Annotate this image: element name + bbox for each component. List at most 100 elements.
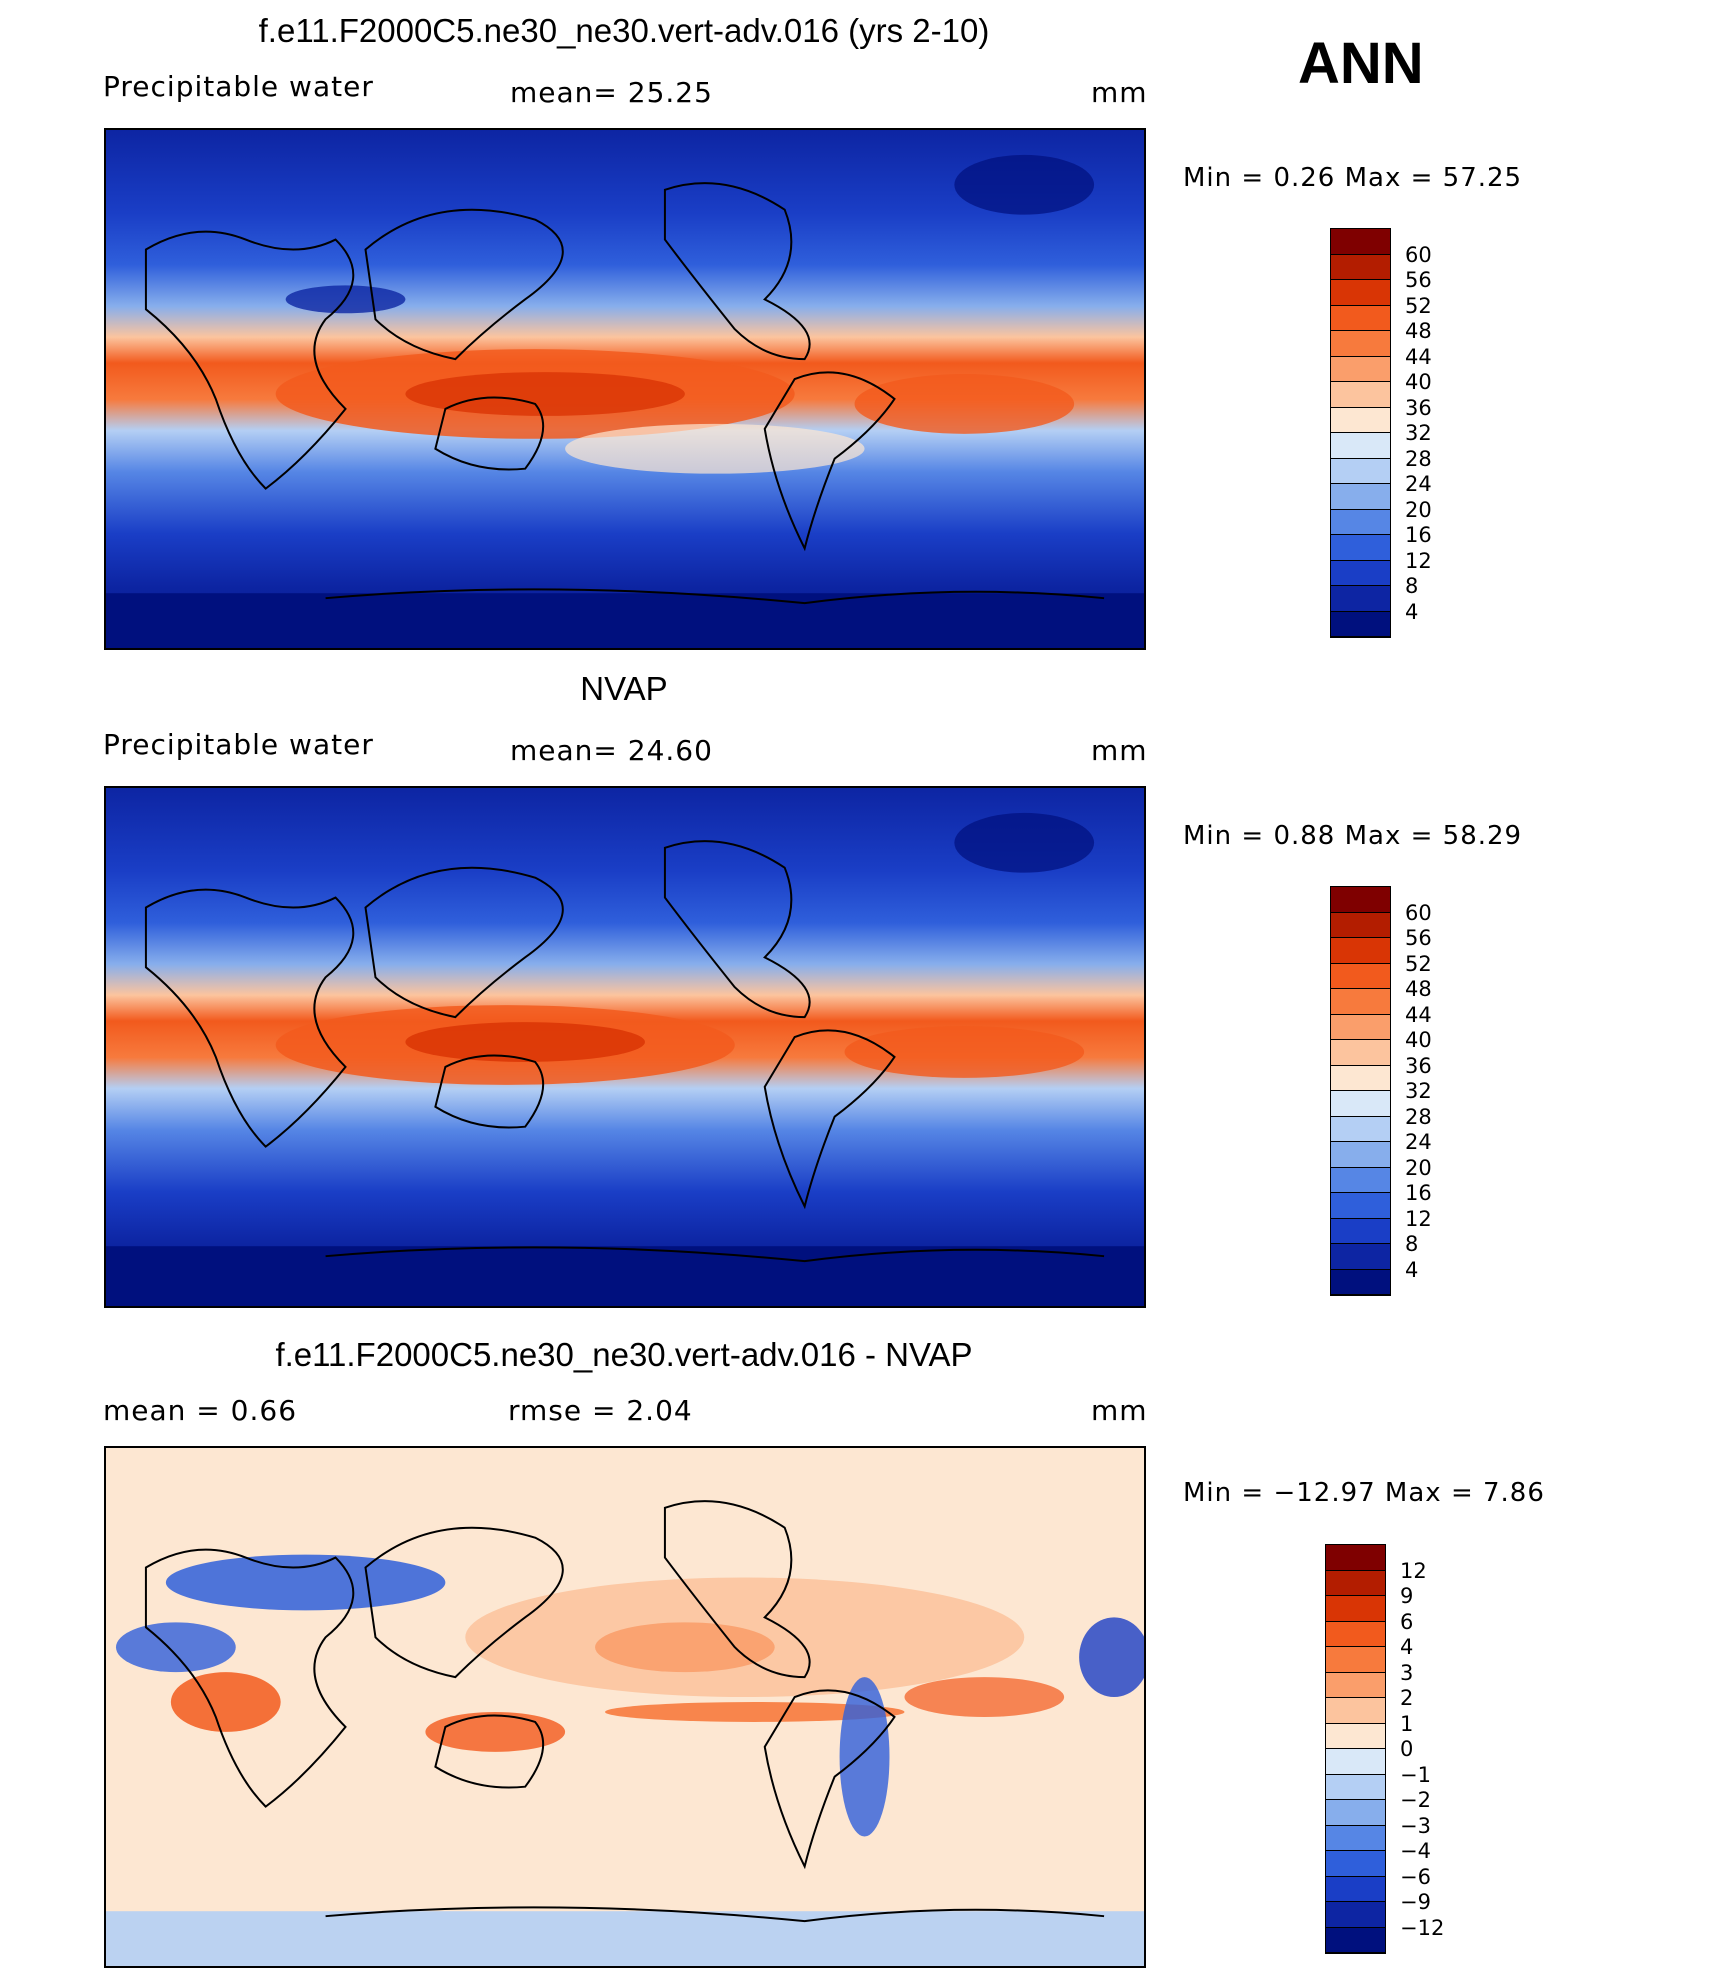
colorbar-swatch <box>1331 912 1390 938</box>
colorbar-tick-label: 28 <box>1405 446 1432 471</box>
difference-map <box>104 1446 1146 1968</box>
colorbar-swatch <box>1331 1142 1390 1168</box>
colorbar-swatch <box>1331 1040 1390 1066</box>
colorbar-swatch <box>1331 458 1390 484</box>
panel-title: f.e11.F2000C5.ne30_ne30.vert-adv.016 (yr… <box>258 12 990 49</box>
colorbar-tick-label: 32 <box>1405 1079 1432 1103</box>
colorbar-swatch <box>1331 938 1390 964</box>
colorbar-swatch <box>1331 1065 1390 1091</box>
colorbar-swatch <box>1326 1851 1385 1877</box>
colorbar-swatch <box>1331 382 1390 408</box>
colorbar-tick-label: 4 <box>1400 1635 1414 1659</box>
precip-water-map <box>104 128 1146 650</box>
colorbar-tick-label: 3 <box>1400 1660 1414 1685</box>
colorbar-tick-label: 60 <box>1405 242 1432 267</box>
colorbar-swatch <box>1331 586 1390 612</box>
coastlines <box>144 840 1105 1263</box>
colorbar-tick-label: −2 <box>1400 1788 1431 1812</box>
colorbar-tick-label: 56 <box>1405 926 1432 950</box>
colorbar-tick-label: 0 <box>1400 1737 1414 1761</box>
colorbar-tick-label: 16 <box>1405 1181 1432 1205</box>
colorbar-swatch <box>1331 989 1390 1015</box>
minmax-label: Min = −12.97 Max = 7.86 <box>1183 1478 1545 1508</box>
colorbar-tick-label: −1 <box>1400 1762 1431 1787</box>
colorbar-tick-label: 8 <box>1405 574 1419 598</box>
colorbar: 12 9 6 4 3 2 1 0 −1 −2 −3 −4 −6 −9 −12 <box>1325 1544 1450 1956</box>
colorbar-tick-label: 4 <box>1405 1257 1419 1282</box>
colorbar-tick-label: 60 <box>1405 900 1432 925</box>
colorbar-swatch <box>1326 1647 1385 1673</box>
colorbar-tick-label: 12 <box>1400 1558 1427 1583</box>
colorbar-swatch <box>1326 1902 1385 1928</box>
colorbar: 60 56 52 48 44 40 36 32 28 24 20 16 12 8 4 <box>1330 886 1450 1298</box>
colorbar-tick-label: 36 <box>1405 1053 1432 1078</box>
mean-label: mean= 24.60 <box>510 734 713 767</box>
variable-label: Precipitable water <box>103 70 374 103</box>
colorbar-tick-label: 24 <box>1405 1130 1432 1154</box>
colorbar-tick-label: 52 <box>1405 293 1432 318</box>
colorbar-swatch <box>1331 535 1390 561</box>
colorbar-tick-label: 52 <box>1405 951 1432 976</box>
colorbar-tick-label: 48 <box>1405 319 1432 343</box>
units-label: mm <box>1091 1394 1148 1427</box>
colorbar-swatch <box>1331 254 1390 280</box>
colorbar-tick-label: −6 <box>1400 1864 1431 1889</box>
colorbar-swatch <box>1326 1825 1385 1851</box>
mean-label: mean = 0.66 <box>103 1394 298 1427</box>
colorbar-swatch <box>1331 1244 1390 1270</box>
colorbar-tick-label: 20 <box>1405 497 1432 522</box>
colorbar-swatch <box>1331 484 1390 510</box>
colorbar-swatch <box>1326 1927 1385 1953</box>
minmax-label: Min = 0.26 Max = 57.25 <box>1183 163 1523 193</box>
colorbar-tick-label: −9 <box>1400 1890 1431 1914</box>
colorbar-tick-label: −3 <box>1400 1813 1431 1838</box>
colorbar-tick-label: 40 <box>1405 370 1432 394</box>
coastlines <box>144 182 1105 605</box>
colorbar-swatch <box>1326 1596 1385 1622</box>
coastlines <box>144 1500 1105 1923</box>
colorbar-tick-label: 32 <box>1405 421 1432 445</box>
colorbar-swatch <box>1331 433 1390 459</box>
colorbar-swatch <box>1331 229 1390 255</box>
colorbar-swatch <box>1326 1800 1385 1826</box>
colorbar-swatch <box>1326 1698 1385 1724</box>
colorbar-swatches <box>1325 1544 1386 1954</box>
colorbar-swatch <box>1331 331 1390 357</box>
colorbar-swatch <box>1326 1749 1385 1775</box>
colorbar-swatch <box>1331 963 1390 989</box>
colorbar-tick-label: 12 <box>1405 1206 1432 1231</box>
colorbar-swatch <box>1326 1672 1385 1698</box>
colorbar-swatch <box>1331 1218 1390 1244</box>
colorbar-swatches <box>1330 886 1391 1296</box>
colorbar-tick-label: 4 <box>1405 599 1419 624</box>
panel-title: f.e11.F2000C5.ne30_ne30.vert-adv.016 - N… <box>275 1336 973 1373</box>
colorbar-swatch <box>1331 560 1390 586</box>
colorbar-swatch <box>1331 1167 1390 1193</box>
colorbar-swatch <box>1331 1091 1390 1117</box>
season-label: ANN <box>1298 31 1424 96</box>
colorbar-swatch <box>1331 356 1390 382</box>
colorbar-swatch <box>1331 1116 1390 1142</box>
colorbar-swatch <box>1326 1876 1385 1902</box>
colorbar-tick-label: 12 <box>1405 548 1432 573</box>
units-label: mm <box>1091 76 1148 109</box>
mean-label: mean= 25.25 <box>510 76 713 109</box>
colorbar-tick-label: 8 <box>1405 1232 1419 1256</box>
colorbar-tick-label: 20 <box>1405 1155 1432 1180</box>
variable-label: Precipitable water <box>103 728 374 761</box>
colorbar-swatch <box>1331 509 1390 535</box>
colorbar-tick-label: 44 <box>1405 1002 1432 1027</box>
colorbar-tick-label: 2 <box>1400 1686 1414 1710</box>
colorbar-swatch <box>1331 407 1390 433</box>
colorbar-swatch <box>1326 1774 1385 1800</box>
colorbar-tick-label: 44 <box>1405 344 1432 369</box>
colorbar-swatch <box>1331 1014 1390 1040</box>
colorbar-tick-label: 9 <box>1400 1584 1414 1608</box>
colorbar-swatch <box>1331 611 1390 637</box>
colorbar-swatch <box>1331 1193 1390 1219</box>
colorbar-tick-label: 56 <box>1405 268 1432 292</box>
colorbar-tick-label: 48 <box>1405 977 1432 1001</box>
colorbar-swatch <box>1326 1570 1385 1596</box>
colorbar: 60 56 52 48 44 40 36 32 28 24 20 16 12 8 4 <box>1330 228 1450 640</box>
colorbar-swatch <box>1326 1545 1385 1571</box>
